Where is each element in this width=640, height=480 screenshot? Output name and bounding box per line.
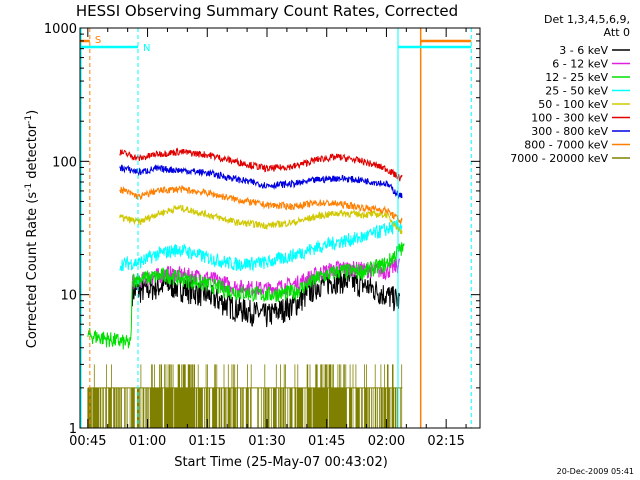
y-tick-label: 10 [60,289,77,304]
series-mark [131,268,400,328]
plot-area [80,28,480,428]
legend-entry-label: 800 - 7000 keV [524,139,608,152]
x-tick-label: 01:15 [189,434,226,449]
series-3-6-keV-line [131,268,400,328]
legend-header-detectors: Det 1,3,4,5,6,9, [544,13,630,26]
axes: 1 10 100 1000 00:45 01:00 01:15 01:30 01:45 02:00… [44,22,481,449]
series-mark [87,242,405,350]
plot-background [80,28,480,428]
series-6-12-keV-line [131,258,400,298]
legend-entry-label: 7000 - 20000 keV [510,152,608,165]
series-mark [119,219,403,273]
series-25-50-keV-line [119,219,403,273]
legend-entry-label: 3 - 6 keV [559,44,608,57]
series-300-800-keV-line [119,164,403,199]
plot-frame [79,27,481,429]
legend-entry-label: 300 - 800 keV [531,125,608,138]
series-mark [131,258,400,298]
x-tick-label: 01:45 [308,434,345,449]
x-tick-label: 02:00 [368,434,405,449]
x-tick-label: 02:15 [427,434,464,449]
series-mark [119,164,403,199]
y-tick-label: 1000 [44,22,77,37]
series-50-100-keV-line [119,204,403,235]
legend-entry-label: 50 - 100 keV [538,98,608,111]
x-tick-label: 00:45 [69,434,106,449]
series-800-7000-keV-line [119,185,403,225]
y-axis-label: Corrected Count Rate (s-1 detector-1) [24,110,40,348]
series-layer [87,147,405,428]
series-mark [119,204,403,235]
series-12-25-keV-line [87,242,405,350]
series-100-300-keV-line [119,147,403,182]
orbit-markers: SN [80,28,472,428]
legend-entry-label: 6 - 12 keV [552,58,608,71]
x-tick-label: 01:30 [248,434,285,449]
chart-title: HESSI Observing Summary Count Rates, Cor… [76,2,458,20]
y-tick-label: 1 [69,422,77,437]
night-label: N [143,43,150,54]
legend-entry-label: 25 - 50 keV [545,85,608,98]
y-tick-label: 100 [52,155,77,170]
legend-entry-label: 100 - 300 keV [531,112,608,125]
x-axis-label: Start Time (25-May-07 00:43:02) [174,455,388,470]
saa-label: S [95,35,101,46]
x-tick-label: 01:00 [129,434,166,449]
legend-entry-label: 12 - 25 keV [545,71,608,84]
footer-timestamp: 20-Dec-2009 05:41 [557,467,634,476]
series-mark [119,147,403,182]
series-mark [87,364,403,428]
series-mark [119,185,403,225]
legend-header-attenuator: Att 0 [604,26,630,39]
series-7000-20000-keV-line [87,364,403,428]
